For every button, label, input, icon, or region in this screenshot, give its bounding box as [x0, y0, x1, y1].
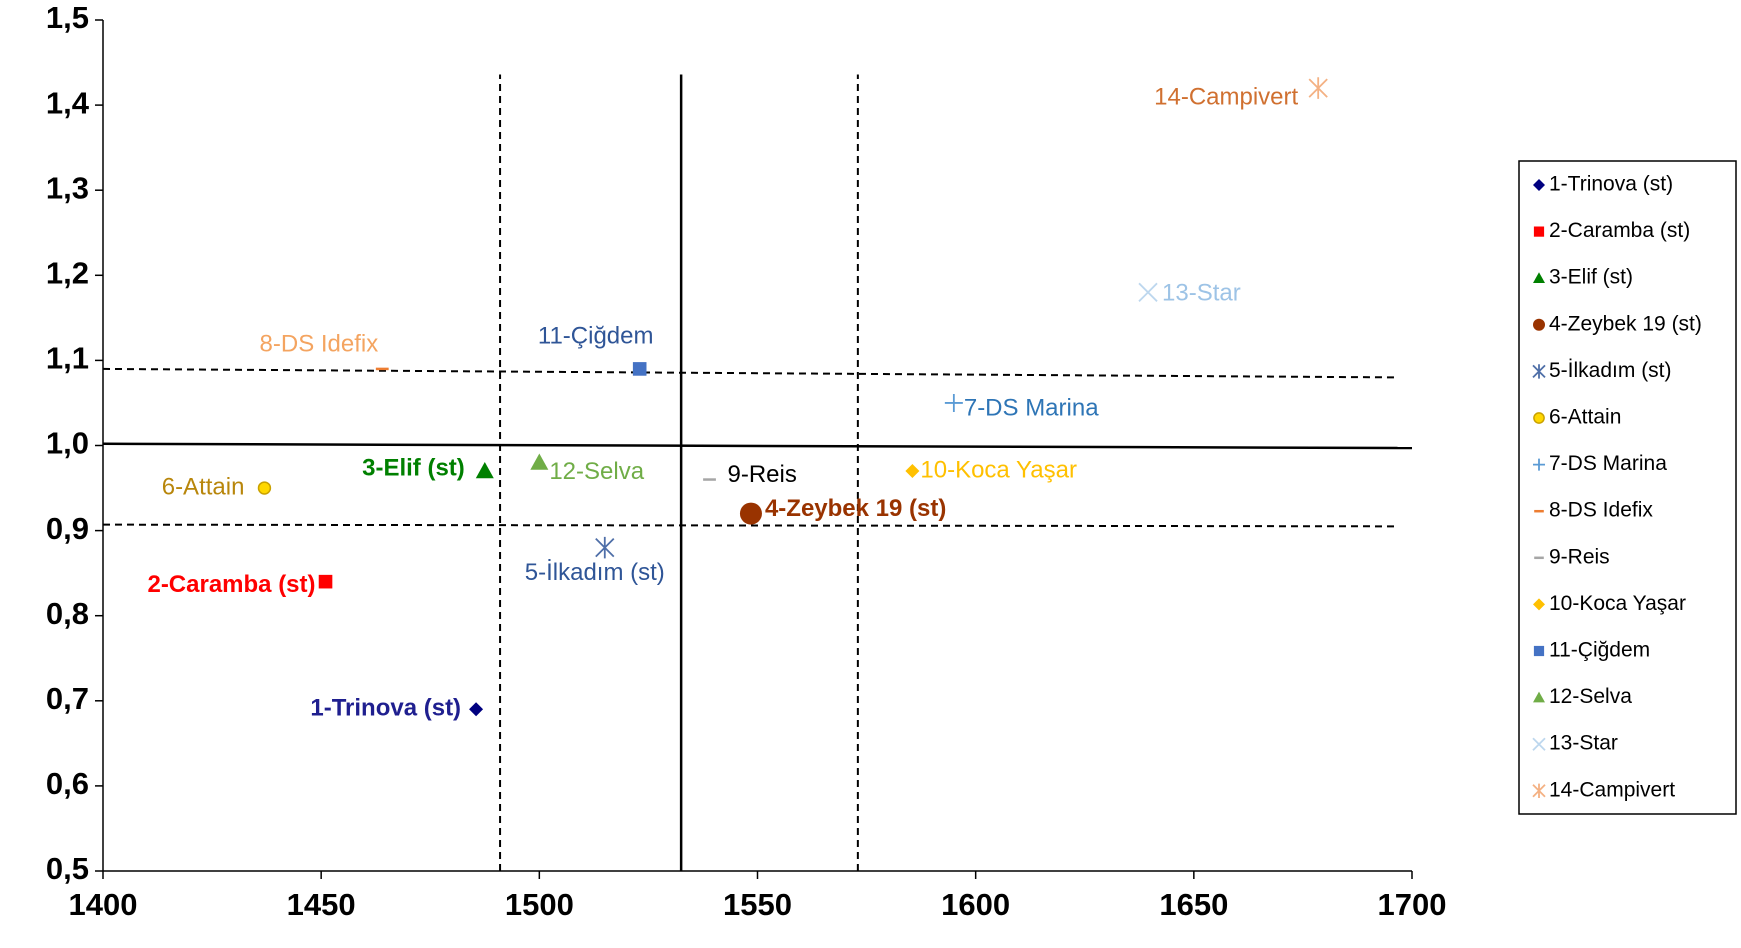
marker-part: [1138, 282, 1158, 302]
marker-part: [1533, 318, 1545, 331]
marker-part: [595, 536, 615, 559]
marker-part: [469, 702, 484, 717]
y-tick-label: 0,8: [46, 596, 89, 631]
point-label: 13-Star: [1162, 280, 1241, 307]
x-tick-label: 1550: [723, 887, 792, 922]
marker-part: [1532, 783, 1546, 798]
marker: [1532, 364, 1546, 379]
marker: [595, 536, 615, 559]
marker: [1533, 598, 1545, 611]
y-tick-label: 0,6: [46, 766, 89, 801]
y-tick-label: 1,4: [46, 85, 90, 120]
marker-part: [1533, 412, 1545, 424]
legend-label: 7-DS Marina: [1549, 452, 1667, 475]
legend-label: 8-DS Idefix: [1549, 499, 1653, 522]
x-tick-label: 1450: [287, 887, 356, 922]
y-tick-label: 1,1: [46, 341, 89, 376]
y-tick-label: 0,7: [46, 681, 89, 716]
marker: [1532, 737, 1546, 751]
point-label: 5-İlkadım (st): [525, 559, 665, 586]
marker: [257, 481, 272, 495]
point-label: 4-Zeybek 19 (st): [765, 495, 946, 522]
marker-part: [1532, 364, 1546, 379]
marker: [1533, 179, 1545, 191]
point-label: 2-Caramba (st): [147, 571, 315, 598]
point-label: 10-Koca Yaşar: [920, 456, 1077, 483]
marker-part: [905, 464, 920, 479]
marker: [1533, 645, 1545, 657]
legend-label: 14-Campivert: [1549, 778, 1675, 801]
marker-part: [1533, 458, 1545, 471]
x-tick-label: 1500: [505, 887, 574, 922]
point-label: 6-Attain: [162, 473, 245, 500]
legend-label: 10-Koca Yaşar: [1549, 592, 1686, 615]
legend-box: [1518, 160, 1737, 815]
legend-label: 1-Trinova (st): [1549, 173, 1673, 196]
point-label: 7-DS Marina: [964, 394, 1099, 421]
marker-part: [1532, 737, 1546, 751]
point-label: 8-DS Idefix: [260, 330, 379, 357]
marker-part: [1308, 77, 1328, 99]
x-tick-label: 1400: [69, 887, 138, 922]
marker-part: [1533, 179, 1545, 191]
marker: [1533, 691, 1545, 703]
marker-part: [475, 462, 494, 479]
y-tick-label: 1,0: [46, 426, 89, 461]
marker: [944, 393, 963, 412]
legend-label: 5-İlkadım (st): [1549, 359, 1672, 382]
x-tick-label: 1650: [1159, 887, 1228, 922]
x-tick-label: 1600: [941, 887, 1010, 922]
marker-part: [1533, 691, 1545, 703]
marker: [1533, 318, 1545, 331]
marker: [469, 702, 484, 717]
marker-part: [739, 502, 762, 525]
marker: [1533, 272, 1545, 283]
marker: [318, 574, 333, 589]
y-tick-label: 1,2: [46, 255, 89, 290]
marker-part: [1533, 598, 1545, 611]
marker-part: [257, 481, 272, 495]
point-label: 11-Çiğdem: [538, 322, 654, 349]
reference-line: [102, 523, 1399, 528]
marker-part: [1533, 645, 1545, 657]
point-label: 9-Reis: [728, 461, 797, 488]
legend-label: 6-Attain: [1549, 406, 1621, 429]
marker: [739, 502, 762, 525]
legend-label: 4-Zeybek 19 (st): [1549, 312, 1702, 335]
legend-label: 3-Elif (st): [1549, 266, 1633, 289]
point-label: 12-Selva: [549, 458, 644, 485]
legend-label: 2-Caramba (st): [1549, 219, 1690, 242]
marker-part: [944, 393, 963, 412]
legend-label: 13-Star: [1549, 732, 1618, 755]
marker-part: [632, 362, 647, 376]
reference-line: [102, 367, 1399, 379]
x-tick-label: 1700: [1378, 887, 1447, 922]
marker: [1308, 77, 1328, 99]
marker: [1533, 412, 1545, 424]
marker: [1532, 783, 1546, 798]
legend-label: 9-Reis: [1549, 545, 1610, 568]
marker: [530, 453, 549, 470]
marker: [1533, 458, 1545, 471]
marker-part: [530, 453, 549, 470]
marker-part: [318, 574, 333, 589]
reference-line: [102, 442, 1413, 450]
marker: [1138, 282, 1158, 302]
legend-label: 11-Çiğdem: [1549, 639, 1650, 662]
y-tick-label: 1,5: [46, 0, 89, 35]
marker: [632, 362, 647, 376]
marker: [1533, 226, 1545, 237]
point-label: 3-Elif (st): [362, 454, 465, 481]
y-tick-label: 0,9: [46, 511, 89, 546]
y-tick-label: 1,3: [46, 170, 89, 205]
marker-part: [1533, 226, 1545, 237]
legend-label: 12-Selva: [1549, 685, 1632, 708]
point-label: 1-Trinova (st): [310, 695, 461, 722]
marker: [905, 464, 920, 479]
marker-part: [1533, 272, 1545, 283]
y-tick-label: 0,5: [46, 851, 89, 886]
marker: [475, 462, 494, 479]
point-label: 14-Campivert: [1154, 83, 1298, 110]
